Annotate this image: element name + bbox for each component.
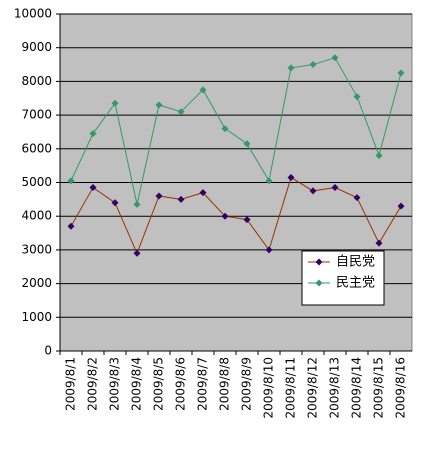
x-tick-label: 2009/8/2	[86, 357, 100, 411]
point	[177, 108, 185, 116]
y-tick-label: 7000	[21, 108, 52, 122]
y-tick-label: 1000	[21, 310, 52, 324]
point	[375, 239, 383, 247]
point	[133, 249, 141, 257]
legend-marker	[315, 258, 323, 266]
point	[331, 184, 339, 192]
x-tick-label: 2009/8/7	[196, 357, 210, 411]
y-tick-label: 0	[44, 344, 52, 358]
point	[199, 189, 207, 197]
point	[67, 222, 75, 230]
point	[89, 184, 97, 192]
point	[309, 61, 317, 69]
point	[243, 216, 251, 224]
point	[133, 200, 141, 208]
x-tick-label: 2009/8/12	[306, 357, 320, 419]
point	[177, 195, 185, 203]
point	[265, 177, 273, 185]
point	[397, 69, 405, 77]
x-tick-label: 2009/8/4	[130, 357, 144, 411]
point	[375, 152, 383, 160]
series-line	[70, 176, 402, 255]
legend-box	[301, 250, 385, 306]
x-tick-label: 2009/8/5	[152, 357, 166, 411]
point	[155, 101, 163, 109]
point	[353, 194, 361, 202]
point	[155, 192, 163, 200]
y-tick-label: 10000	[14, 7, 52, 21]
x-tick-label: 2009/8/6	[174, 357, 188, 411]
point	[221, 212, 229, 220]
legend-label: 民主党	[336, 276, 375, 291]
x-tick-label: 2009/8/16	[394, 357, 408, 419]
legend-label: 自民党	[336, 255, 375, 270]
point	[243, 140, 251, 148]
y-tick-label: 5000	[21, 175, 52, 189]
x-tick-label: 2009/8/11	[284, 357, 298, 419]
point	[111, 199, 119, 207]
point	[89, 130, 97, 138]
point	[331, 54, 339, 62]
point	[111, 99, 119, 107]
x-tick-label: 2009/8/14	[350, 357, 364, 419]
point	[199, 86, 207, 94]
y-tick-label: 6000	[21, 141, 52, 155]
x-tick-label: 2009/8/9	[240, 357, 254, 411]
y-tick-label: 9000	[21, 40, 52, 54]
point	[221, 125, 229, 133]
point	[265, 246, 273, 254]
x-tick-label: 2009/8/8	[218, 357, 232, 411]
y-tick-label: 2000	[21, 276, 52, 290]
point	[287, 173, 295, 181]
x-tick-label: 2009/8/13	[328, 357, 342, 419]
point	[397, 202, 405, 210]
x-tick-label: 2009/8/10	[262, 357, 276, 419]
point	[309, 187, 317, 195]
x-tick-label: 2009/8/15	[372, 357, 386, 419]
point	[353, 93, 361, 101]
x-tick-label: 2009/8/1	[64, 357, 78, 411]
y-tick-label: 4000	[21, 209, 52, 223]
point	[67, 177, 75, 185]
x-tick-label: 2009/8/3	[108, 357, 122, 411]
point	[287, 64, 295, 72]
y-tick-label: 8000	[21, 74, 52, 88]
legend-marker	[315, 279, 323, 287]
series-line	[70, 57, 402, 205]
y-tick-label: 3000	[21, 242, 52, 256]
